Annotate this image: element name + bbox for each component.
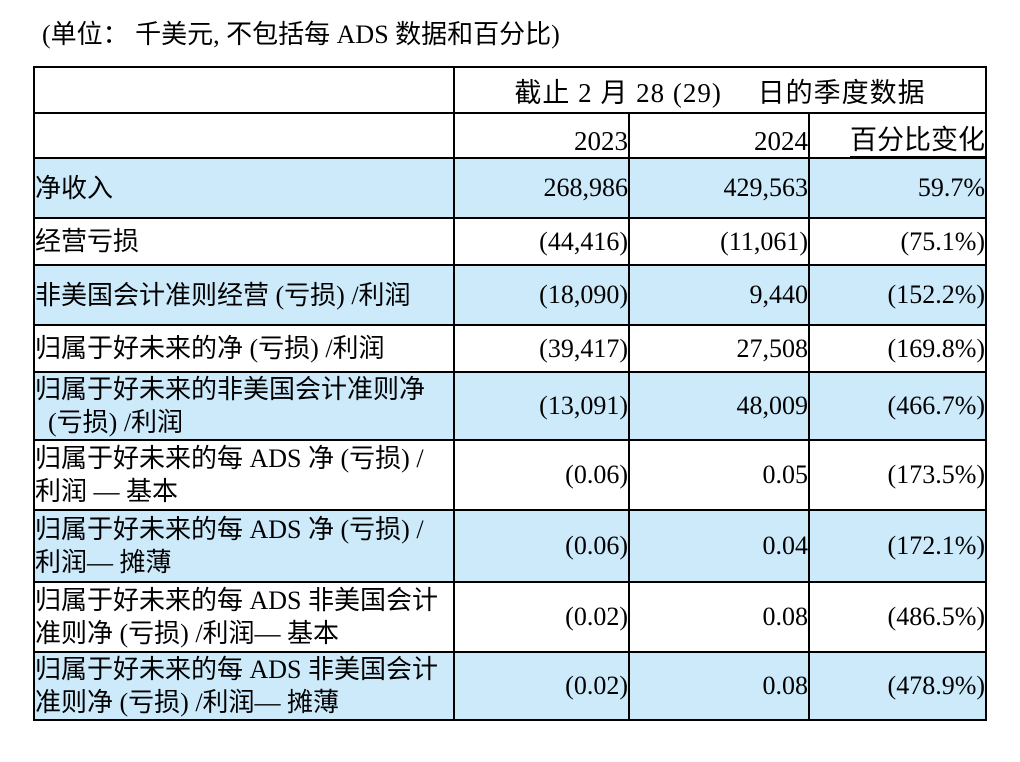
column-header-2024-label: 2024 (754, 126, 807, 156)
table-row-non-gaap-operating: 非美国会计准则经营 (亏损) /利润 (18,090) 9,440 (152.2… (33, 264, 988, 326)
row-label: 非美国会计准则经营 (亏损) /利润 (33, 264, 455, 326)
value-pct-change: (478.9%) (807, 651, 988, 721)
value-pct-change: (169.8%) (807, 324, 988, 373)
value-2024: 0.04 (628, 509, 810, 583)
value-2024: 429,563 (628, 157, 810, 219)
value-2023: (0.02) (453, 651, 630, 721)
table-row-non-gaap-per-ads-basic: 归属于好未来的每 ADS 非美国会计 准则净 (亏损) /利润— 基本 (0.0… (33, 581, 988, 653)
value-2023: (18,090) (453, 264, 630, 326)
value-pct-change: (152.2%) (807, 264, 988, 326)
row-label: 归属于好未来的每 ADS 非美国会计 准则净 (亏损) /利润— 基本 (33, 581, 455, 653)
value-2024: (11,061) (628, 217, 810, 266)
table-row-per-ads-diluted: 归属于好未来的每 ADS 净 (亏损) / 利润— 摊薄 (0.06) 0.04… (33, 509, 988, 583)
value-pct-change: 59.7% (807, 157, 988, 219)
column-header-2024: 2024 (628, 112, 810, 159)
table-row-non-gaap-per-ads-diluted: 归属于好未来的每 ADS 非美国会计 准则净 (亏损) /利润— 摊薄 (0.0… (33, 651, 988, 721)
column-header-row: 2023 2024 百分比变化 (33, 112, 988, 159)
table-row-net-revenues: 净收入 268,986 429,563 59.7% (33, 157, 988, 219)
table-row-non-gaap-net-income: 归属于好未来的非美国会计准则净 (亏损) /利润 (13,091) 48,009… (33, 371, 988, 441)
row-label: 经营亏损 (33, 217, 455, 266)
value-2023: (0.06) (453, 439, 630, 511)
column-header-2023: 2023 (453, 112, 630, 159)
row-label: 归属于好未来的非美国会计准则净 (亏损) /利润 (33, 371, 455, 441)
corner-cell (33, 66, 455, 114)
value-2023: (44,416) (453, 217, 630, 266)
value-2024: 9,440 (628, 264, 810, 326)
value-2024: 0.08 (628, 581, 810, 653)
value-pct-change: (75.1%) (807, 217, 988, 266)
value-2023: (39,417) (453, 324, 630, 373)
value-2023: (13,091) (453, 371, 630, 441)
table-row-operating-loss: 经营亏损 (44,416) (11,061) (75.1%) (33, 217, 988, 266)
value-2023: (0.02) (453, 581, 630, 653)
row-label: 归属于好未来的净 (亏损) /利润 (33, 324, 455, 373)
row-label: 归属于好未来的每 ADS 非美国会计 准则净 (亏损) /利润— 摊薄 (33, 651, 455, 721)
table-row-per-ads-basic: 归属于好未来的每 ADS 净 (亏损) / 利润 — 基本 (0.06) 0.0… (33, 439, 988, 511)
value-2024: 27,508 (628, 324, 810, 373)
value-pct-change: (486.5%) (807, 581, 988, 653)
column-header-pct-change: 百分比变化 (807, 112, 988, 159)
quarterly-results-table: 截止 2 月 28 (29) 日的季度数据 2023 2024 百分比变化 净收… (33, 66, 988, 721)
period-header: 截止 2 月 28 (29) 日的季度数据 (452, 66, 988, 114)
value-2023: (0.06) (453, 509, 630, 583)
value-pct-change: (172.1%) (807, 509, 988, 583)
value-2024: 48,009 (628, 371, 810, 441)
column-header-pct-change-label: 百分比变化 (850, 125, 985, 156)
value-2024: 0.08 (628, 651, 810, 721)
row-label: 归属于好未来的每 ADS 净 (亏损) / 利润 — 基本 (33, 439, 455, 511)
value-pct-change: (466.7%) (807, 371, 988, 441)
empty-header-cell (33, 112, 455, 159)
value-pct-change: (173.5%) (807, 439, 988, 511)
period-header-row: 截止 2 月 28 (29) 日的季度数据 (33, 66, 988, 114)
table-row-net-income-attributable: 归属于好未来的净 (亏损) /利润 (39,417) 27,508 (169.8… (33, 324, 988, 373)
row-label: 净收入 (33, 157, 455, 219)
unit-note: (单位： 千美元, 不包括每 ADS 数据和百分比) (42, 20, 560, 49)
row-label: 归属于好未来的每 ADS 净 (亏损) / 利润— 摊薄 (33, 509, 455, 583)
value-2024: 0.05 (628, 439, 810, 511)
column-header-2023-label: 2023 (574, 126, 627, 156)
value-2023: 268,986 (453, 157, 630, 219)
